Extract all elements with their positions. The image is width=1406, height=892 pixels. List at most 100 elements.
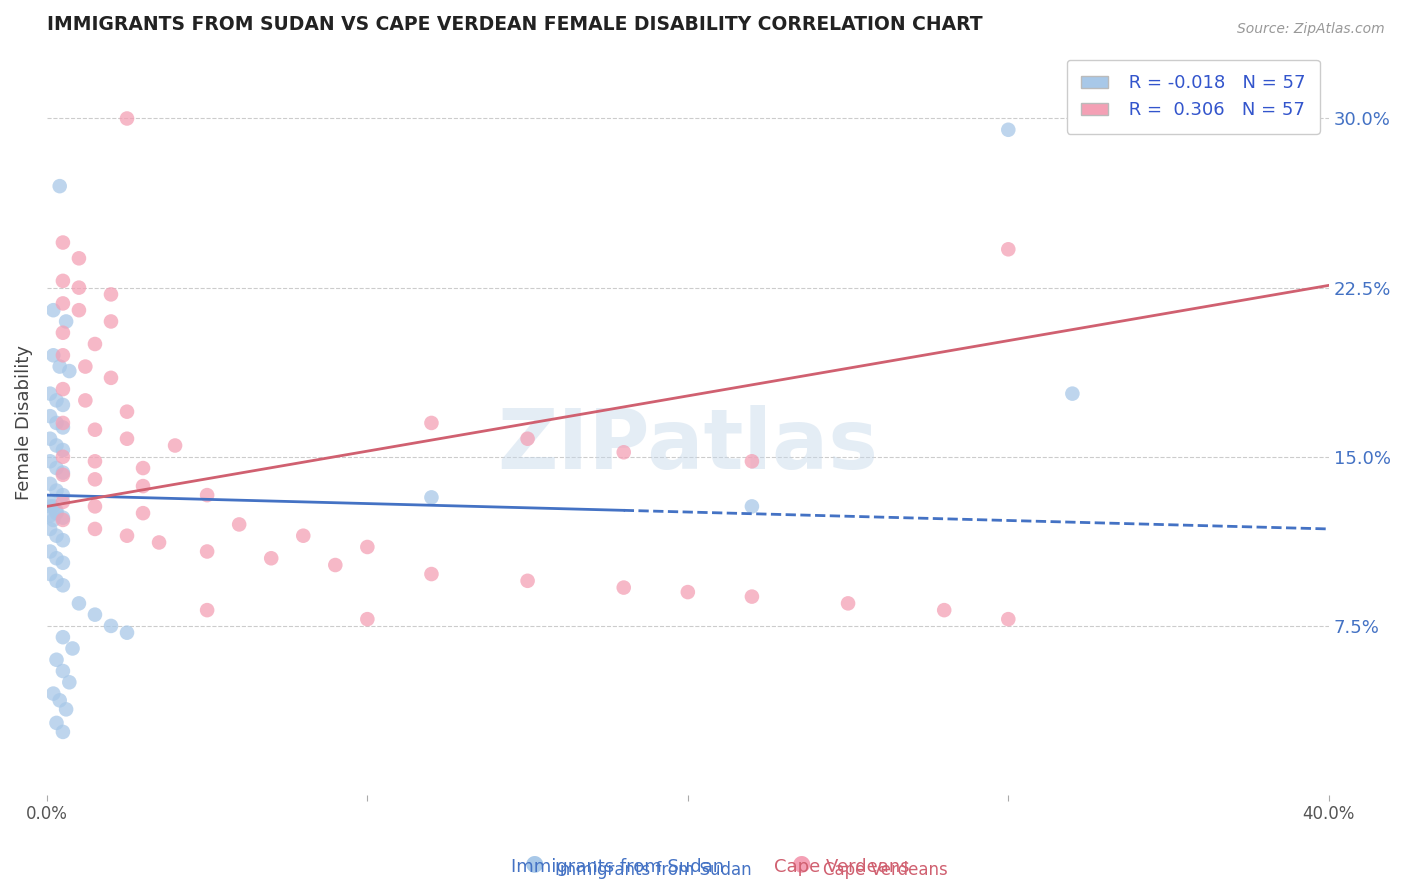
Text: ●: ● bbox=[524, 854, 544, 873]
Text: Immigrants from Sudan: Immigrants from Sudan bbox=[555, 861, 752, 879]
Point bbox=[52, 556, 75, 570]
Point bbox=[45, 416, 67, 430]
Point bbox=[48, 693, 70, 707]
Point bbox=[837, 596, 859, 610]
Point bbox=[115, 432, 138, 446]
Point bbox=[148, 535, 170, 549]
Point bbox=[356, 540, 378, 554]
Point bbox=[39, 386, 62, 401]
Point bbox=[45, 461, 67, 475]
Point bbox=[42, 348, 65, 362]
Point bbox=[115, 529, 138, 543]
Point bbox=[52, 488, 75, 502]
Point bbox=[741, 454, 763, 468]
Point bbox=[52, 630, 75, 644]
Point bbox=[39, 544, 62, 558]
Point bbox=[67, 596, 90, 610]
Point bbox=[52, 296, 75, 310]
Point bbox=[52, 467, 75, 482]
Point bbox=[323, 558, 346, 572]
Point bbox=[997, 612, 1019, 626]
Point bbox=[115, 112, 138, 126]
Point bbox=[100, 619, 122, 633]
Point bbox=[39, 567, 62, 582]
Point bbox=[45, 506, 67, 520]
Point bbox=[52, 664, 75, 678]
Point bbox=[195, 488, 218, 502]
Point bbox=[741, 500, 763, 514]
Y-axis label: Female Disability: Female Disability bbox=[15, 345, 32, 500]
Text: Source: ZipAtlas.com: Source: ZipAtlas.com bbox=[1237, 22, 1385, 37]
Point bbox=[67, 303, 90, 318]
Point bbox=[195, 544, 218, 558]
Point bbox=[42, 513, 65, 527]
Point bbox=[100, 371, 122, 385]
Point bbox=[42, 303, 65, 318]
Point bbox=[516, 574, 538, 588]
Point bbox=[52, 513, 75, 527]
Point bbox=[934, 603, 956, 617]
Point bbox=[516, 432, 538, 446]
Point bbox=[52, 274, 75, 288]
Point bbox=[42, 687, 65, 701]
Point bbox=[100, 287, 122, 301]
Point bbox=[52, 235, 75, 250]
Point bbox=[292, 529, 315, 543]
Point bbox=[39, 476, 62, 491]
Point bbox=[356, 612, 378, 626]
Point bbox=[132, 461, 155, 475]
Point bbox=[39, 432, 62, 446]
Point bbox=[39, 409, 62, 424]
Point bbox=[75, 359, 97, 374]
Point bbox=[997, 242, 1019, 256]
Point bbox=[67, 280, 90, 294]
Legend:  R = -0.018   N = 57,  R =  0.306   N = 57: R = -0.018 N = 57, R = 0.306 N = 57 bbox=[1067, 60, 1320, 134]
Point bbox=[84, 423, 107, 437]
Point bbox=[52, 495, 75, 509]
Text: Cape Verdeans: Cape Verdeans bbox=[823, 861, 948, 879]
Point bbox=[52, 450, 75, 464]
Point bbox=[45, 438, 67, 452]
Point bbox=[52, 416, 75, 430]
Point bbox=[39, 522, 62, 536]
Point bbox=[52, 398, 75, 412]
Point bbox=[52, 725, 75, 739]
Point bbox=[39, 495, 62, 509]
Text: ●: ● bbox=[792, 854, 811, 873]
Point bbox=[55, 314, 77, 328]
Point bbox=[45, 529, 67, 543]
Point bbox=[48, 359, 70, 374]
Point bbox=[52, 382, 75, 396]
Point bbox=[67, 252, 90, 266]
Point bbox=[100, 314, 122, 328]
Point bbox=[45, 483, 67, 498]
Point bbox=[45, 393, 67, 408]
Point bbox=[1062, 386, 1084, 401]
Point bbox=[84, 337, 107, 351]
Point bbox=[39, 500, 62, 514]
Point bbox=[45, 653, 67, 667]
Point bbox=[84, 454, 107, 468]
Point bbox=[45, 504, 67, 518]
Point bbox=[195, 603, 218, 617]
Point bbox=[84, 522, 107, 536]
Point bbox=[260, 551, 283, 566]
Point bbox=[132, 506, 155, 520]
Point bbox=[420, 416, 443, 430]
Point bbox=[115, 405, 138, 419]
Point bbox=[52, 420, 75, 434]
Point bbox=[84, 472, 107, 486]
Point bbox=[115, 625, 138, 640]
Point bbox=[55, 702, 77, 716]
Point bbox=[45, 551, 67, 566]
Point bbox=[58, 675, 80, 690]
Point bbox=[84, 500, 107, 514]
Point bbox=[58, 364, 80, 378]
Point bbox=[52, 326, 75, 340]
Point bbox=[676, 585, 699, 599]
Point bbox=[75, 393, 97, 408]
Point bbox=[52, 578, 75, 592]
Point bbox=[420, 491, 443, 505]
Text: ZIPatlas: ZIPatlas bbox=[498, 405, 879, 486]
Point bbox=[84, 607, 107, 622]
